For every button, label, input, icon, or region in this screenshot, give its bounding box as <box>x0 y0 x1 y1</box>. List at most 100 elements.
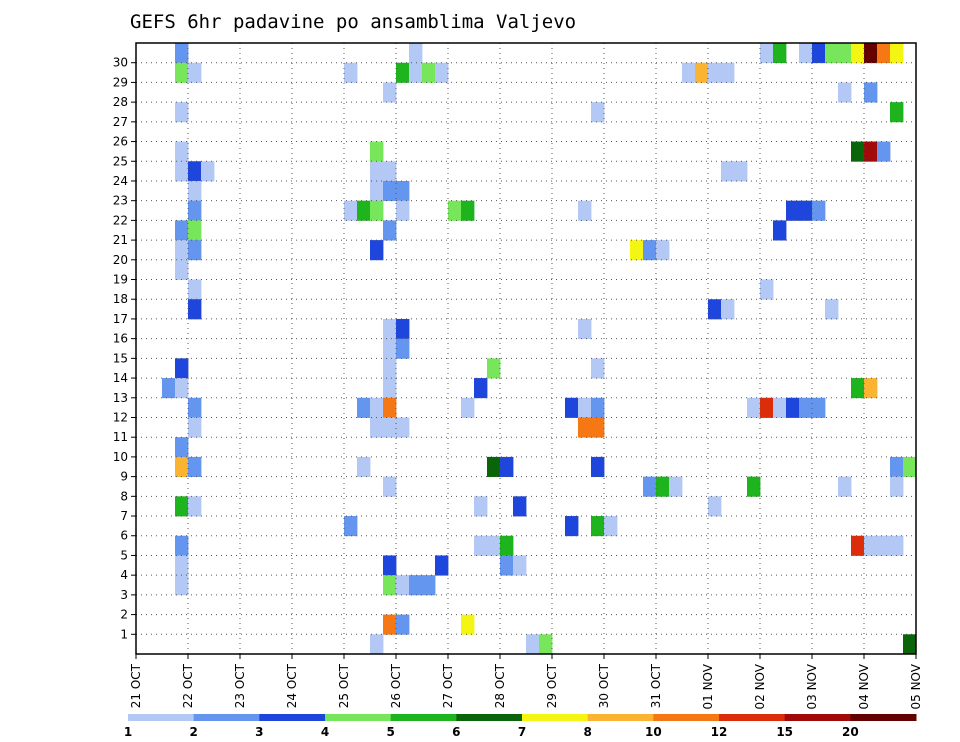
legend-swatch <box>128 714 195 721</box>
heatmap-cell <box>487 358 501 379</box>
heatmap-cell <box>175 62 189 83</box>
heatmap-cell <box>175 575 189 596</box>
heatmap-cell <box>188 456 202 478</box>
y-tick-label: 16 <box>113 332 128 346</box>
y-tick-label: 8 <box>120 489 128 503</box>
heatmap-cell <box>500 535 514 556</box>
legend-swatch <box>193 714 260 721</box>
heatmap-cell <box>669 476 683 497</box>
heatmap-cell <box>643 240 657 261</box>
heatmap-cell <box>435 62 449 83</box>
heatmap-cell <box>838 43 852 64</box>
heatmap-cell <box>383 82 397 103</box>
heatmap-cell <box>721 299 735 320</box>
heatmap-cell <box>721 62 735 83</box>
heatmap-cell <box>851 378 865 399</box>
heatmap-cell <box>175 555 189 576</box>
chart-title: GEFS 6hr padavine po ansamblima Valjevo <box>130 11 576 33</box>
y-tick-label: 13 <box>113 391 128 405</box>
heatmap-cell <box>370 240 384 261</box>
heatmap-cell <box>695 62 709 83</box>
heatmap-cell <box>851 535 865 556</box>
heatmap-cell <box>786 200 800 221</box>
heatmap-cell <box>773 397 787 418</box>
x-tick-label: 29 OCT <box>545 663 559 708</box>
heatmap-cell <box>903 634 917 655</box>
heatmap-cell <box>604 516 618 537</box>
heatmap-cell <box>864 535 878 556</box>
heatmap-cell <box>864 141 878 162</box>
legend-swatch <box>390 714 457 721</box>
x-tick-label: 24 OCT <box>285 663 299 708</box>
heatmap-cell <box>591 456 605 478</box>
heatmap-cell <box>188 240 202 261</box>
heatmap-cell <box>890 43 904 64</box>
heatmap-cell <box>175 102 189 123</box>
heatmap-cell <box>383 476 397 497</box>
x-tick-label: 31 OCT <box>649 663 663 708</box>
heatmap-cell <box>383 180 397 202</box>
heatmap-cell <box>747 397 761 418</box>
heatmap-cell <box>370 161 384 182</box>
heatmap-cell <box>760 397 774 418</box>
legend-label: 3 <box>255 725 263 739</box>
heatmap-cell <box>656 476 670 497</box>
legend-label: 7 <box>518 725 526 739</box>
heatmap-cell <box>656 240 670 261</box>
y-tick-label: 20 <box>113 253 128 267</box>
heatmap-cell <box>370 200 384 221</box>
heatmap-cell <box>370 180 384 202</box>
heatmap-cell <box>435 555 449 576</box>
heatmap-cell <box>383 614 397 635</box>
y-tick-label: 14 <box>113 371 128 385</box>
heatmap-cell <box>370 141 384 162</box>
heatmap-cell <box>812 43 826 64</box>
heatmap-cell <box>799 397 813 418</box>
heatmap-cell <box>383 161 397 182</box>
heatmap-cell <box>396 417 410 438</box>
y-tick-label: 27 <box>113 115 128 129</box>
x-tick-label: 04 NOV <box>857 663 871 709</box>
heatmap-cell <box>175 240 189 261</box>
x-axis: 21 OCT 22 OCT 23 OCT 24 OCT 25 OCT 26 OCT 27 O… <box>129 654 923 710</box>
heatmap-cell <box>175 220 189 241</box>
heatmap-cell <box>188 62 202 83</box>
x-tick-label: 21 OCT <box>129 663 143 708</box>
heatmap-cell <box>357 456 371 478</box>
y-tick-label: 22 <box>113 213 128 227</box>
heatmap-cell <box>396 62 410 83</box>
heatmap-cell <box>461 397 475 418</box>
heatmap-cell <box>396 200 410 221</box>
heatmap-cell <box>188 180 202 202</box>
heatmap-cell <box>539 634 553 655</box>
y-tick-label: 28 <box>113 95 128 109</box>
heatmap-cell <box>500 456 514 478</box>
legend-swatch <box>259 714 326 721</box>
heatmap-cell <box>864 82 878 103</box>
heatmap-cell <box>513 555 527 576</box>
heatmap-cell <box>175 259 189 280</box>
heatmap-cell <box>682 62 696 83</box>
heatmap-cell <box>357 200 371 221</box>
heatmap-cell <box>864 378 878 399</box>
heatmap-cell <box>578 200 592 221</box>
heatmap-cell <box>851 43 865 64</box>
y-tick-label: 10 <box>113 450 128 464</box>
heatmap-cell <box>383 220 397 241</box>
legend-swatch <box>850 714 917 721</box>
y-tick-label: 17 <box>113 312 128 326</box>
heatmap-cell <box>890 476 904 497</box>
x-tick-label: 23 OCT <box>233 663 247 708</box>
heatmap-cell <box>383 575 397 596</box>
heatmap-cell <box>188 220 202 241</box>
legend-label: 5 <box>386 725 394 739</box>
legend-label: 20 <box>842 725 859 739</box>
y-axis: 1234567891011121314151617181920212223242… <box>113 56 136 641</box>
heatmap-cell <box>773 43 787 64</box>
heatmap-cell <box>201 161 215 182</box>
heatmap-cell <box>461 200 475 221</box>
heatmap-cell <box>708 496 722 517</box>
heatmap-cell <box>747 476 761 497</box>
y-tick-label: 9 <box>120 470 128 484</box>
